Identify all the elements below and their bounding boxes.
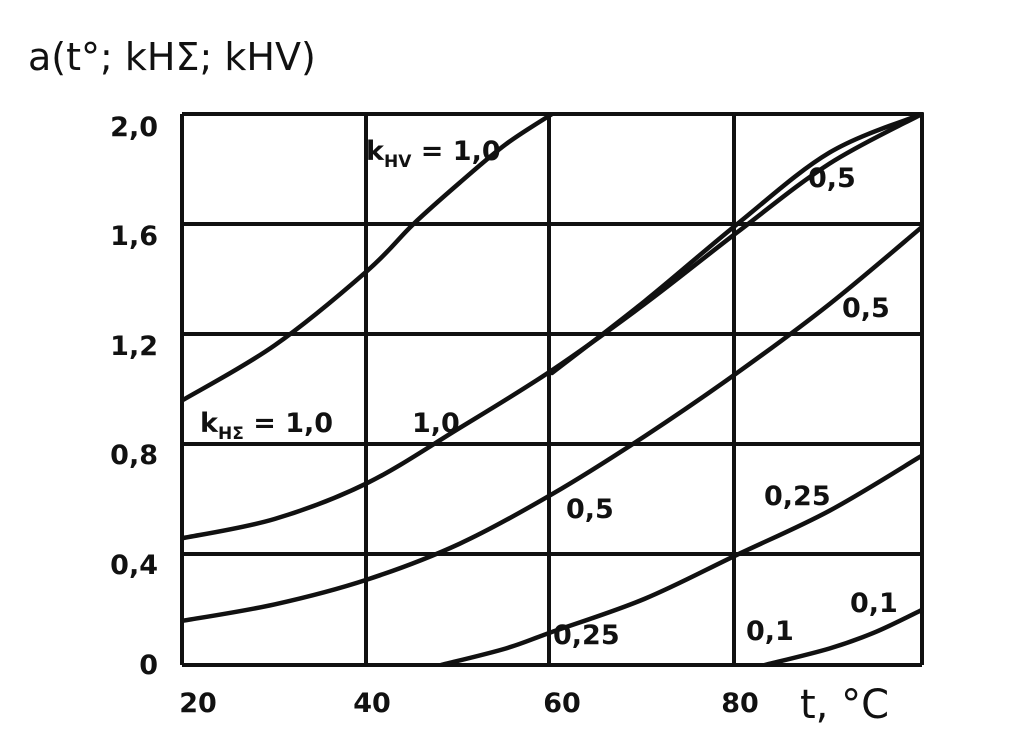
- curve-label: 0,25: [764, 481, 831, 512]
- x-tick-label: 40: [353, 688, 391, 719]
- curve-label: 0,1: [746, 616, 794, 647]
- grid: [180, 112, 924, 667]
- curve-label: 0,5: [842, 293, 890, 324]
- curves: [182, 112, 924, 667]
- series-line-3: [182, 224, 924, 624]
- curve-label: 0,5: [566, 494, 614, 525]
- curve-label: 0,1: [850, 588, 898, 619]
- curve-label: 0,25: [553, 620, 620, 651]
- series-line-5: [762, 607, 924, 667]
- series-line-4: [438, 453, 924, 667]
- curve-label: 1,0: [412, 408, 460, 439]
- x-tick-label: 20: [179, 688, 217, 719]
- y-tick-label: 1,2: [110, 331, 158, 362]
- x-axis-label: t, °C: [800, 682, 889, 728]
- x-tick-label: 80: [721, 688, 759, 719]
- y-axis-label: a(t°; kHΣ; kHV): [28, 35, 316, 79]
- x-tick-label: 60: [543, 688, 581, 719]
- y-tick-label: 2,0: [110, 112, 158, 143]
- series-line-0: [182, 112, 555, 403]
- curve-label: kHΣ = 1,0: [200, 408, 333, 444]
- y-tick-label: 1,6: [110, 221, 158, 252]
- curve-label: kHV = 1,0: [366, 136, 501, 172]
- y-tick-label: 0,4: [110, 550, 158, 581]
- curve-label: 0,5: [808, 163, 856, 194]
- y-tick-label: 0,8: [110, 440, 158, 471]
- y-tick-label: 0: [139, 650, 158, 681]
- ticks: 20 40 60 80 0 0,4 0,8 1,2 1,6 2,0: [110, 112, 759, 719]
- curve-labels: kHV = 1,0 0,5 kHΣ = 1,0 1,0 0,5 0,5 0,25 0,25 0,…: [200, 136, 898, 651]
- series-line-2: [182, 112, 924, 541]
